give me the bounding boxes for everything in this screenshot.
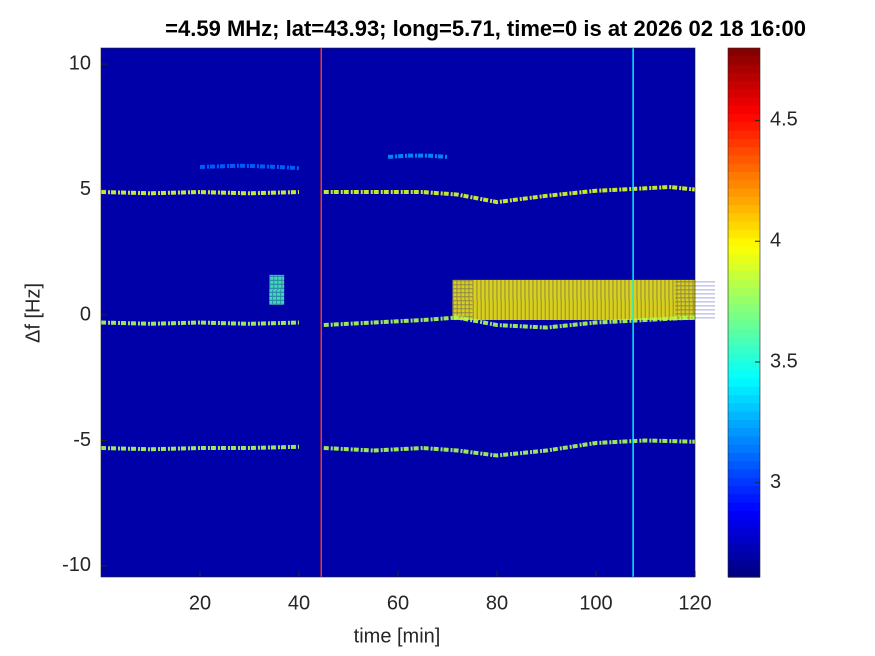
y-tick-label: 10	[69, 52, 91, 74]
colorbar-swatch	[728, 64, 760, 74]
colorbar-swatch	[728, 130, 760, 140]
x-tick-label: 100	[579, 592, 612, 614]
colorbar-swatch	[728, 519, 760, 529]
colorbar-swatch	[728, 329, 760, 338]
colorbar-swatch	[728, 205, 760, 214]
colorbar-swatch	[728, 386, 760, 396]
colorbar-swatch	[728, 510, 760, 520]
colorbar-swatch	[728, 486, 760, 495]
colorbar-swatch	[728, 287, 760, 297]
colorbar-swatch	[728, 527, 760, 537]
colorbar-swatch	[728, 171, 760, 181]
signal-region	[452, 279, 695, 321]
colorbar-swatch	[728, 72, 760, 82]
signal-speckle	[432, 259, 716, 341]
colorbar-swatch	[728, 362, 760, 371]
colorbar-swatch	[728, 221, 760, 231]
colorbar-tick-label: 4.5	[770, 109, 798, 131]
colorbar-swatch	[728, 428, 760, 438]
colorbar-swatch	[728, 304, 760, 314]
colorbar-swatch	[728, 353, 760, 363]
colorbar-swatch	[728, 370, 760, 380]
colorbar-swatch	[728, 271, 760, 281]
colorbar-swatch	[728, 552, 760, 562]
colorbar-swatch	[728, 469, 760, 479]
colorbar-swatch	[728, 81, 760, 90]
colorbar-box	[727, 47, 761, 578]
colorbar-swatch	[728, 477, 760, 487]
signal-trace	[100, 185, 696, 205]
colorbar-swatch	[728, 444, 760, 454]
colorbar-swatch	[728, 320, 760, 330]
x-tick-label: 80	[486, 592, 508, 614]
colorbar-swatch	[728, 312, 760, 322]
colorbar-swatch	[728, 122, 760, 132]
colorbar-swatch	[728, 494, 760, 504]
colorbar-swatch	[728, 403, 760, 413]
colorbar-tick-label: 4	[770, 230, 781, 252]
signal-region	[269, 274, 285, 305]
x-tick-label: 20	[189, 592, 211, 614]
colorbar-swatch	[728, 502, 760, 512]
y-tick-label: 0	[80, 303, 91, 325]
colorbar-swatch	[728, 560, 760, 570]
colorbar-swatch	[728, 180, 760, 190]
colorbar-swatch	[728, 196, 760, 206]
y-axis-label: Δf [Hz]	[22, 283, 44, 343]
signal-speckle	[254, 259, 300, 321]
x-tick-label: 60	[387, 592, 409, 614]
chart-title: =4.59 MHz; lat=43.93; long=5.71, time=0 …	[165, 16, 806, 41]
colorbar-swatch	[728, 89, 760, 99]
colorbar-tick-label: 3.5	[770, 350, 798, 372]
x-axis-label: time [min]	[354, 625, 441, 647]
colorbar-swatch	[728, 568, 760, 578]
colorbar-swatch	[728, 279, 760, 289]
colorbar-swatch	[728, 147, 760, 157]
colorbar: 3 3.5 4 4.5	[727, 47, 798, 578]
colorbar-swatch	[728, 188, 760, 198]
plot-area: 20 40 60 80 100 120 -10 -5 0 5 10	[62, 47, 716, 614]
colorbar-swatch	[728, 419, 760, 429]
colorbar-swatch	[728, 97, 760, 107]
colorbar-swatch	[728, 56, 760, 66]
colorbar-swatch	[728, 411, 760, 421]
colorbar-swatch	[728, 535, 760, 545]
colorbar-swatch	[728, 105, 760, 115]
colorbar-swatch	[728, 436, 760, 446]
colorbar-swatch	[728, 48, 760, 57]
signal-trace	[100, 438, 696, 458]
y-tick-label: -10	[62, 554, 91, 576]
colorbar-swatch	[728, 155, 760, 165]
colorbar-swatch	[728, 246, 760, 256]
colorbar-swatch	[728, 453, 760, 462]
colorbar-swatch	[728, 238, 760, 247]
colorbar-swatch	[728, 254, 760, 264]
colorbar-swatch	[728, 262, 760, 272]
colorbar-swatch	[728, 229, 760, 239]
colorbar-swatch	[728, 138, 760, 148]
colorbar-swatch	[728, 378, 760, 388]
x-tick-label: 40	[288, 592, 310, 614]
colorbar-swatch	[728, 345, 760, 355]
colorbar-swatch	[728, 163, 760, 173]
colorbar-swatch	[728, 395, 760, 405]
colorbar-swatch	[728, 213, 760, 223]
colorbar-swatch	[728, 337, 760, 347]
x-tick-label: 120	[678, 592, 711, 614]
y-tick-label: -5	[73, 429, 91, 451]
colorbar-swatch	[728, 543, 760, 553]
colorbar-swatch	[728, 114, 760, 123]
colorbar-swatch	[728, 461, 760, 471]
colorbar-swatch	[728, 295, 760, 305]
colorbar-tick-label: 3	[770, 471, 781, 493]
signal-trace	[100, 315, 696, 330]
y-tick-label: 5	[80, 178, 91, 200]
